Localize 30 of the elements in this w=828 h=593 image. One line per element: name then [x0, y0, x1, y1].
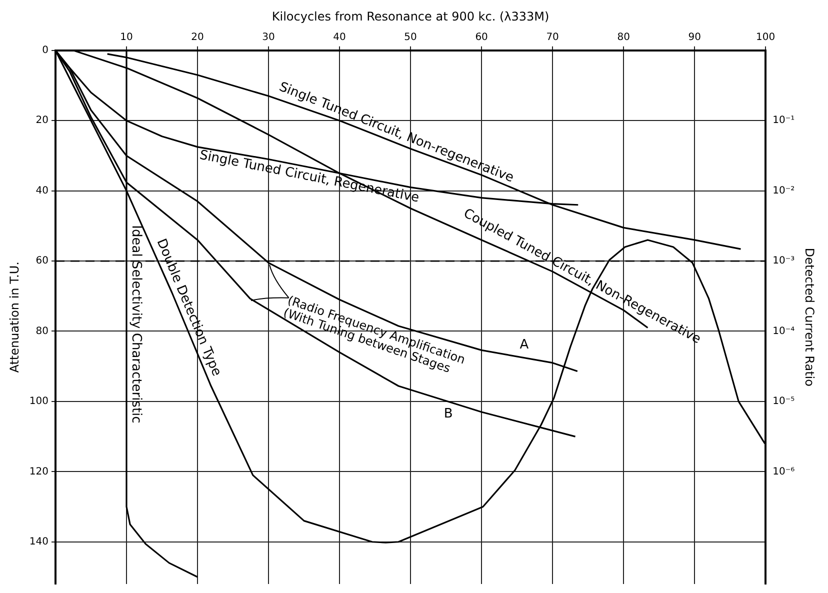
x-tick-label: 20 — [191, 32, 204, 43]
y2-axis-title: Detected Current Ratio — [802, 248, 817, 386]
y2-tick-label: 10⁻¹ — [772, 115, 795, 126]
y-tick-label: 20 — [36, 115, 48, 126]
y2-tick-label: 10⁻⁶ — [772, 466, 795, 478]
y2-tick-label: 10⁻³ — [772, 256, 795, 267]
x-tick-label: 70 — [546, 32, 559, 43]
y2-tick-label: 10⁻² — [772, 185, 795, 196]
y-tick-label: 40 — [36, 185, 48, 196]
y2-tick-label: 10⁻⁵ — [772, 396, 795, 408]
y-tick-label: 60 — [36, 256, 48, 267]
series-label: B — [444, 406, 453, 422]
x-tick-label: 90 — [688, 32, 701, 43]
x-tick-label: 80 — [617, 32, 630, 43]
x-tick-label: 100 — [756, 32, 776, 43]
x-tick-label: 40 — [333, 32, 346, 43]
y-tick-label: 140 — [29, 536, 48, 548]
y-tick-label: 0 — [42, 44, 48, 56]
x-tick-label: 30 — [262, 32, 275, 43]
x-tick-label: 10 — [120, 32, 133, 43]
y-tick-label: 120 — [29, 466, 48, 478]
y-tick-label: 80 — [36, 326, 48, 337]
y-tick-label: 100 — [29, 396, 48, 408]
y-axis-title: Attenuation in T.U. — [7, 262, 22, 373]
text: Ideal Selectivity Characteristic — [128, 225, 144, 424]
y2-tick-label: 10⁻⁴ — [772, 326, 795, 337]
x-tick-label: 60 — [475, 32, 488, 43]
x-tick-label: 50 — [404, 32, 417, 43]
series-label: A — [520, 338, 529, 353]
x-axis-title: Kilocycles from Resonance at 900 kc. (λ333M) — [272, 9, 550, 24]
